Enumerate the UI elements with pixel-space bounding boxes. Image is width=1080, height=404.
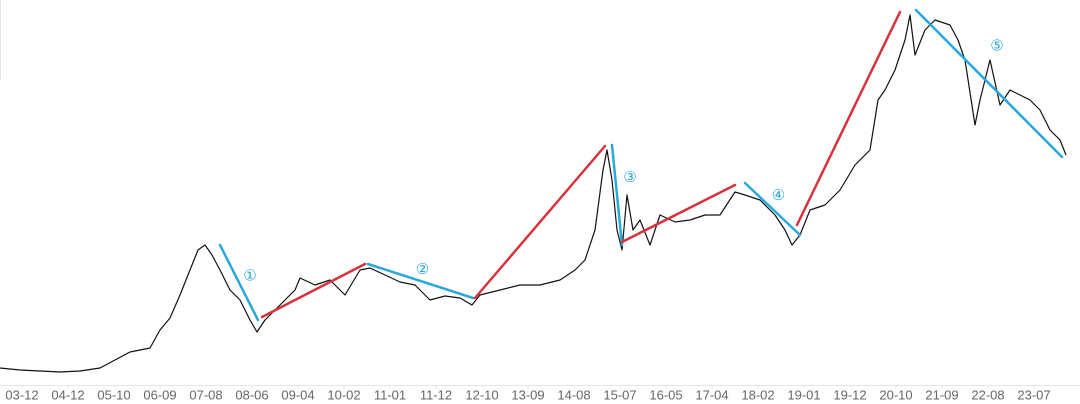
x-tick-label: 09-04 <box>281 387 314 402</box>
trend-line <box>610 143 624 247</box>
x-tick-label: 08-06 <box>235 387 268 402</box>
trend-label: ④ <box>772 187 785 204</box>
x-tick-label: 19-12 <box>833 387 866 402</box>
x-tick-label: 03-12 <box>5 387 38 402</box>
trend-line <box>473 144 607 300</box>
x-tick-label: 15-07 <box>603 387 636 402</box>
x-tick-label: 14-08 <box>557 387 590 402</box>
trend-label: ② <box>416 261 429 278</box>
trend-line <box>795 10 902 227</box>
x-tick-label: 13-09 <box>511 387 544 402</box>
x-tick-label: 22-08 <box>971 387 1004 402</box>
x-tick-label: 11-12 <box>420 387 452 402</box>
x-tick-label: 20-10 <box>879 387 912 402</box>
trend-line <box>218 243 260 322</box>
trend-line <box>743 181 802 237</box>
x-tick-label: 23-07 <box>1017 387 1050 402</box>
x-tick-label: 19-01 <box>787 387 820 402</box>
x-tick-label: 11-01 <box>374 387 406 402</box>
trend-line <box>260 262 367 319</box>
x-tick-label: 21-09 <box>925 387 958 402</box>
x-tick-label: 16-05 <box>649 387 682 402</box>
trend-line <box>366 262 475 300</box>
x-tick-label: 18-02 <box>741 387 774 402</box>
x-tick-label: 07-08 <box>189 387 222 402</box>
trend-label: ⑤ <box>990 37 1003 54</box>
x-tick-label: 12-10 <box>465 387 498 402</box>
trend-label: ① <box>243 267 256 284</box>
trend-line <box>914 8 1064 159</box>
x-tick-label: 06-09 <box>143 387 176 402</box>
trend-line <box>620 183 737 244</box>
x-tick-label: 10-02 <box>327 387 360 402</box>
x-tick-label: 05-10 <box>97 387 130 402</box>
x-tick-label: 17-04 <box>695 387 728 402</box>
trend-label: ③ <box>623 169 636 186</box>
price-line <box>0 14 1067 373</box>
x-tick-label: 04-12 <box>51 387 84 402</box>
